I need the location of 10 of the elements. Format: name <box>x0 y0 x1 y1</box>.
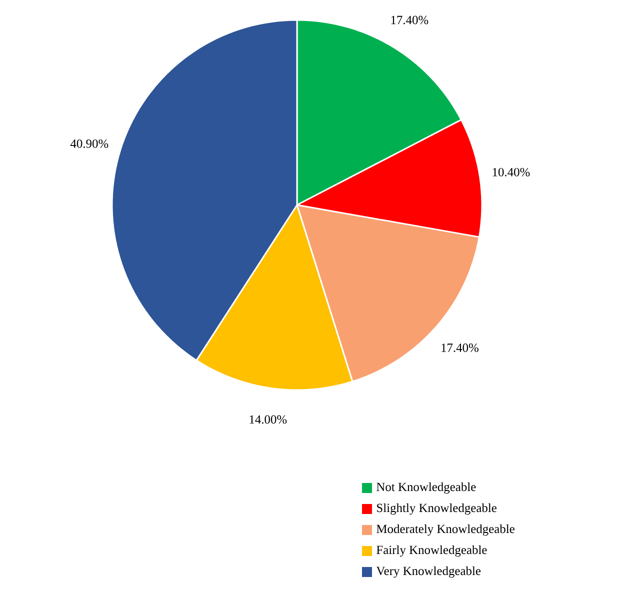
data-label: 17.40% <box>391 16 428 24</box>
data-label: 10.40% <box>492 168 530 176</box>
legend-label: Fairly Knowledgeable <box>376 545 487 557</box>
legend-label: Not Knowledgeable <box>376 482 476 494</box>
legend-label: Very Knowledgeable <box>376 566 481 578</box>
legend-label: Slightly Knowledgeable <box>377 503 496 515</box>
data-label: 14.00% <box>250 415 287 424</box>
data-label: 17.40% <box>442 344 478 352</box>
data-label: 40.90% <box>70 139 108 148</box>
legend-label: Moderately Knowledgeable <box>376 524 514 536</box>
